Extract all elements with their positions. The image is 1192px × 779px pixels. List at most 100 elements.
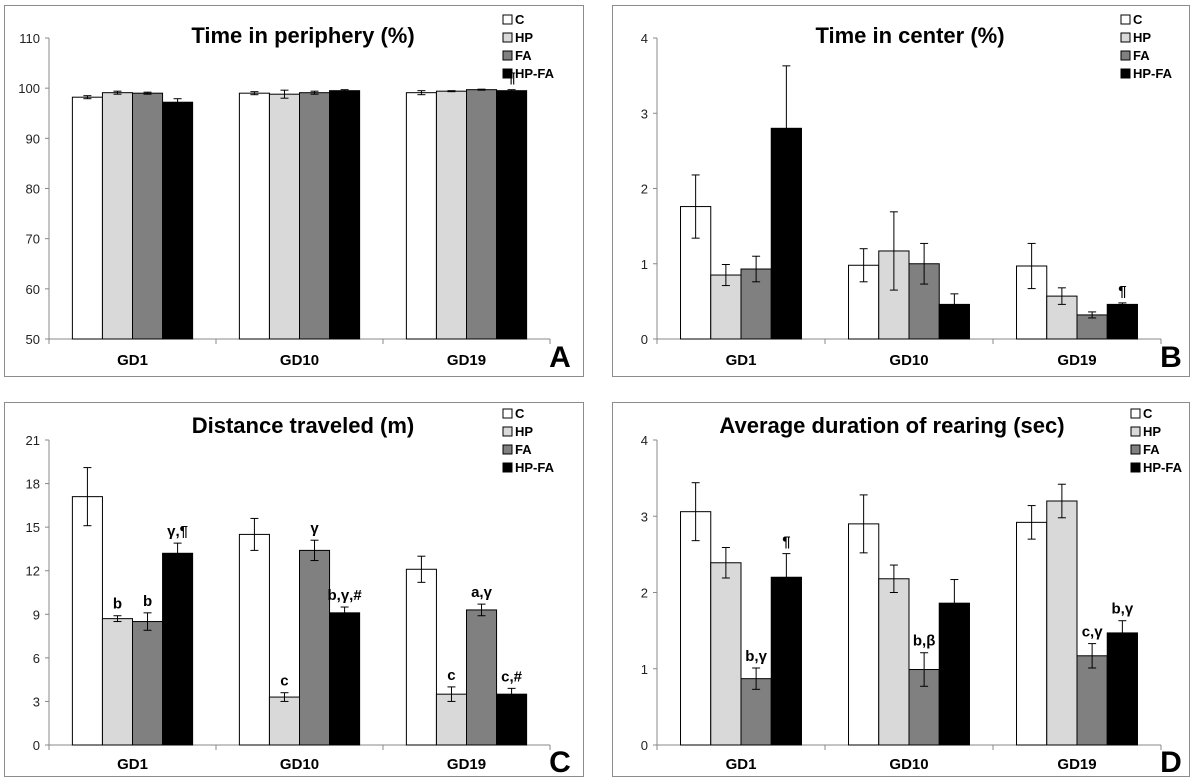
category-label-gd1: GD1 xyxy=(117,756,148,773)
significance-annotation: γ,¶ xyxy=(167,523,188,540)
y-tick-label: 4 xyxy=(641,433,648,448)
legend-swatch-hp-fa xyxy=(1130,462,1141,473)
bar-fa-gd19 xyxy=(466,89,498,340)
category-label-gd1: GD1 xyxy=(726,756,757,773)
category-label-gd10: GD10 xyxy=(280,756,319,773)
legend-label-hp-fa: HP-FA xyxy=(1143,460,1183,475)
chart-panel-c: 0 3 6 9 12 15 18 21 GD1 GD10 GD19 b b γ,¶ c γ b,γ,# c a,γ c… xyxy=(4,402,584,779)
bar-fa-gd10 xyxy=(299,92,331,340)
y-tick-label: 1 xyxy=(641,662,648,677)
legend-swatch-hp-fa xyxy=(1120,68,1131,79)
significance-annotation: ¶ xyxy=(782,534,790,551)
category-label-gd19: GD19 xyxy=(447,352,486,369)
legend-label-hp-fa: HP-FA xyxy=(515,66,555,81)
bar-c-gd10 xyxy=(848,523,880,746)
y-tick-label: 18 xyxy=(26,477,40,492)
chart-c-svg: 0 3 6 9 12 15 18 21 GD1 GD10 GD19 b b γ,¶ c γ b,γ,# c a,γ c… xyxy=(26,406,571,779)
significance-annotation: c,# xyxy=(501,668,523,685)
legend-swatch-hp xyxy=(1120,32,1131,43)
y-tick-label: 12 xyxy=(26,564,40,579)
chart-title: Time in center (%) xyxy=(815,23,1004,48)
bar-hp-gd1 xyxy=(101,92,134,340)
legend-label-fa: FA xyxy=(515,442,532,457)
y-tick-label: 0 xyxy=(33,738,40,753)
category-label-gd19: GD19 xyxy=(1057,756,1096,773)
bar-fa-gd10 xyxy=(299,549,331,746)
significance-annotation: c,γ xyxy=(1082,624,1104,641)
bar-hp-gd10 xyxy=(878,578,910,746)
bar-fa-gd19 xyxy=(466,609,498,746)
category-label-gd1: GD1 xyxy=(117,352,148,369)
bar-hp-gd19 xyxy=(1046,500,1078,746)
y-tick-label: 110 xyxy=(19,31,40,46)
chart-title: Distance traveled (m) xyxy=(192,413,415,438)
bar-hp-gd10 xyxy=(268,93,301,340)
bar-hp-gd10 xyxy=(268,696,301,746)
significance-annotation: b,γ,# xyxy=(327,587,362,604)
significance-annotation: ¶ xyxy=(1118,283,1126,300)
panel-label: B xyxy=(1160,341,1182,374)
legend-label-hp: HP xyxy=(1143,424,1161,439)
bar-hp-gd1 xyxy=(710,562,742,746)
bar-fa-gd1 xyxy=(740,268,772,340)
legend-swatch-hp-fa xyxy=(502,462,513,473)
category-label-gd10: GD10 xyxy=(280,352,319,369)
panel-label: D xyxy=(1160,746,1182,779)
panel-label: A xyxy=(549,341,571,374)
bar-hp-fa-gd10 xyxy=(329,612,361,746)
y-tick-label: 4 xyxy=(641,31,648,46)
legend-swatch-hp xyxy=(502,426,513,437)
chart-panel-b: 0 1 2 3 4 GD1 GD10 GD19 ¶ Time in center (%) C HP FA… xyxy=(612,5,1190,377)
significance-annotation: a,γ xyxy=(471,584,493,601)
bar-fa-gd19 xyxy=(1076,655,1108,746)
legend-swatch-c xyxy=(1120,14,1131,25)
y-tick-label: 0 xyxy=(641,332,648,347)
significance-annotation: b xyxy=(113,596,122,613)
bar-fa-gd1 xyxy=(132,92,164,340)
bar-c-gd19 xyxy=(405,568,437,746)
panel-label: C xyxy=(549,746,571,779)
category-label-gd19: GD19 xyxy=(1057,352,1096,369)
y-tick-label: 9 xyxy=(33,607,40,622)
legend-swatch-fa xyxy=(502,50,513,61)
bar-c-gd1 xyxy=(71,496,103,746)
legend-swatch-c xyxy=(1130,408,1141,419)
legend-label-c: C xyxy=(1143,406,1153,421)
significance-annotation: c xyxy=(447,667,455,684)
bar-hp-fa-gd1 xyxy=(162,552,194,746)
y-tick-label: 15 xyxy=(26,520,40,535)
bar-hp-fa-gd19 xyxy=(496,693,528,746)
y-tick-label: 70 xyxy=(26,232,40,247)
y-tick-label: 2 xyxy=(641,586,648,601)
legend-label-c: C xyxy=(515,406,525,421)
legend-swatch-hp xyxy=(502,32,513,43)
significance-annotation: γ xyxy=(310,520,319,537)
significance-annotation: c xyxy=(280,673,288,690)
y-tick-label: 3 xyxy=(641,509,648,524)
legend-label-hp-fa: HP-FA xyxy=(1133,66,1173,81)
bar-c-gd10 xyxy=(238,92,270,340)
legend-label-fa: FA xyxy=(515,48,532,63)
legend-swatch-fa xyxy=(1120,50,1131,61)
category-label-gd10: GD10 xyxy=(889,756,928,773)
bar-c-gd1 xyxy=(680,511,712,746)
legend-label-hp: HP xyxy=(515,424,533,439)
legend-swatch-hp-fa xyxy=(502,68,513,79)
chart-b-svg: 0 1 2 3 4 GD1 GD10 GD19 ¶ Time in center (%) C HP FA… xyxy=(641,12,1182,374)
y-tick-label: 0 xyxy=(641,738,648,753)
bar-hp-fa-gd19 xyxy=(496,90,528,340)
y-tick-label: 6 xyxy=(33,651,40,666)
legend-label-fa: FA xyxy=(1133,48,1150,63)
category-label-gd10: GD10 xyxy=(889,352,928,369)
bar-fa-gd1 xyxy=(132,621,164,746)
legend-label-c: C xyxy=(515,12,525,27)
chart-d-svg: 0 1 2 3 4 GD1 GD10 GD19 b,γ ¶ b,β c,γ b,γ Average dur… xyxy=(641,406,1183,779)
significance-annotation: b,γ xyxy=(1112,601,1134,618)
legend-label-c: C xyxy=(1133,12,1143,27)
bar-c-gd19 xyxy=(1016,521,1048,746)
significance-annotation: b,β xyxy=(913,633,936,650)
legend-swatch-c xyxy=(502,408,513,419)
bar-hp-fa-gd1 xyxy=(162,101,194,340)
bar-c-gd10 xyxy=(238,533,270,746)
